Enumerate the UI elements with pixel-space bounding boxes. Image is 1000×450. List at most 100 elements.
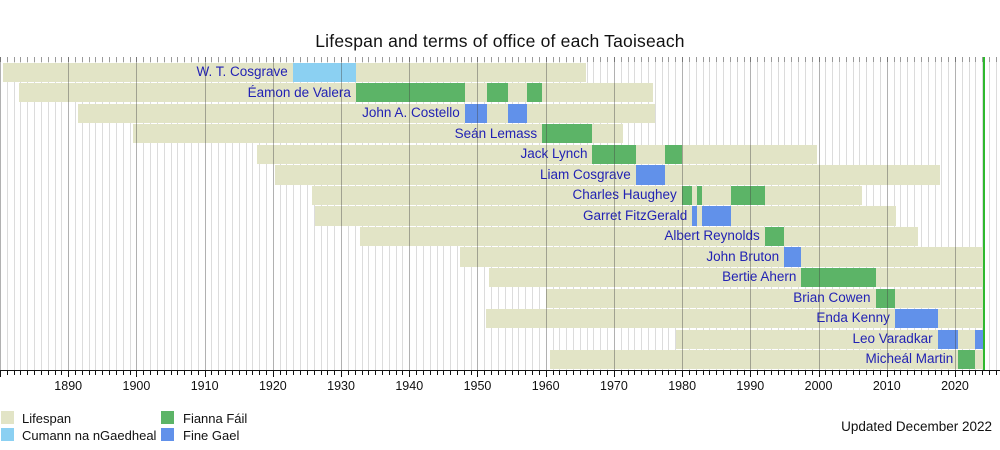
- axis-year-label: 1980: [668, 379, 697, 393]
- year-gridline: [238, 62, 240, 370]
- top-year-tick: [354, 57, 356, 62]
- axis-year-label: 1910: [190, 379, 219, 393]
- term-bar-fine_gael: [635, 165, 666, 185]
- axis-year-tick: [286, 371, 288, 375]
- axis-year-tick: [422, 371, 424, 375]
- axis-year-label: 1920: [258, 379, 287, 393]
- axis-year-tick: [627, 371, 629, 375]
- axis-year-tick: [47, 371, 49, 375]
- top-year-tick: [845, 57, 847, 62]
- term-bar-fianna_fail: [731, 185, 765, 206]
- top-year-tick: [457, 57, 459, 62]
- year-gridline: [27, 62, 29, 370]
- year-gridline: [259, 62, 261, 370]
- axis-year-tick: [504, 371, 506, 375]
- decade-gridline: [341, 57, 343, 370]
- taoiseach-name-label: John Bruton: [706, 248, 780, 264]
- axis-year-label: 2010: [872, 379, 901, 393]
- top-year-tick: [293, 57, 295, 62]
- axis-year-tick: [811, 371, 813, 375]
- top-year-tick: [204, 57, 206, 62]
- year-gridline: [211, 62, 213, 370]
- axis-year-tick: [579, 371, 581, 375]
- axis-year-label: 2000: [804, 379, 833, 393]
- axis-year-tick: [293, 371, 295, 375]
- year-gridline: [989, 62, 991, 370]
- top-year-tick: [306, 57, 308, 62]
- taoiseach-name-label: W. T. Cosgrave: [196, 64, 288, 79]
- legend-label-fianna-fail: Fianna Fáil: [183, 411, 248, 426]
- axis-year-tick: [388, 371, 390, 375]
- legend-swatch-fianna-fail: [161, 411, 174, 424]
- axis-year-tick: [572, 371, 574, 375]
- axis-year-tick: [641, 371, 643, 375]
- axis-decade-tick: [136, 371, 138, 377]
- axis-year-label: 1990: [736, 379, 765, 393]
- axis-year-tick: [115, 371, 117, 375]
- axis-year-tick: [784, 371, 786, 375]
- axis-decade-tick: [682, 371, 684, 377]
- top-year-tick: [723, 57, 725, 62]
- top-year-tick: [504, 57, 506, 62]
- top-year-tick: [798, 57, 800, 62]
- axis-year-tick: [470, 371, 472, 375]
- taoiseach-name-label: Brian Cowen: [793, 289, 871, 305]
- axis-year-tick: [463, 371, 465, 375]
- top-year-tick: [27, 57, 29, 62]
- top-year-tick: [218, 57, 220, 62]
- top-year-tick: [388, 57, 390, 62]
- axis-year-tick: [211, 371, 213, 375]
- axis-year-tick: [129, 371, 131, 375]
- axis-year-tick: [218, 371, 220, 375]
- taoiseach-name-label: John A. Costello: [362, 105, 460, 121]
- axis-year-tick: [675, 371, 677, 375]
- year-gridline: [975, 62, 977, 370]
- axis-year-tick: [648, 371, 650, 375]
- top-year-tick: [88, 57, 90, 62]
- term-bar-fine_gael: [894, 309, 938, 329]
- top-year-tick: [266, 57, 268, 62]
- year-gridline: [6, 62, 8, 370]
- top-year-tick: [927, 57, 929, 62]
- year-gridline: [20, 62, 22, 370]
- term-bar-fianna_fail: [764, 226, 785, 247]
- decade-gridline: [682, 57, 684, 370]
- term-bar-fianna_fail: [355, 83, 465, 103]
- lifespan-bar: [545, 288, 984, 308]
- axis-decade-tick: [818, 371, 820, 377]
- axis-year-tick: [729, 371, 731, 375]
- year-gridline: [279, 62, 281, 370]
- top-year-tick: [279, 57, 281, 62]
- axis-year-tick: [893, 371, 895, 375]
- term-bar-fine_gael: [507, 103, 527, 123]
- axis-year-tick: [231, 371, 233, 375]
- axis-year-tick: [184, 371, 186, 375]
- top-year-tick: [402, 57, 404, 62]
- axis-year-tick: [566, 371, 568, 375]
- axis-year-tick: [20, 371, 22, 375]
- top-year-tick: [463, 57, 465, 62]
- axis-year-tick: [532, 371, 534, 375]
- top-year-tick: [422, 57, 424, 62]
- top-year-tick: [613, 57, 615, 62]
- axis-year-tick: [961, 371, 963, 375]
- axis-year-tick: [873, 371, 875, 375]
- top-year-tick: [600, 57, 602, 62]
- top-year-tick: [736, 57, 738, 62]
- top-year-tick: [150, 57, 152, 62]
- top-year-tick: [804, 57, 806, 62]
- taoiseach-name-label: Garret FitzGerald: [583, 207, 688, 223]
- axis-year-tick: [900, 371, 902, 375]
- taoiseach-name-label: Jack Lynch: [520, 146, 588, 162]
- axis-year-tick: [327, 371, 329, 375]
- axis-year-tick: [6, 371, 8, 375]
- year-gridline: [934, 62, 936, 370]
- year-gridline: [231, 62, 233, 370]
- axis-year-tick: [436, 371, 438, 375]
- axis-year-tick: [245, 371, 247, 375]
- top-year-tick: [13, 57, 15, 62]
- top-year-tick: [525, 57, 527, 62]
- term-bar-fine_gael: [937, 329, 959, 349]
- top-year-tick: [791, 57, 793, 62]
